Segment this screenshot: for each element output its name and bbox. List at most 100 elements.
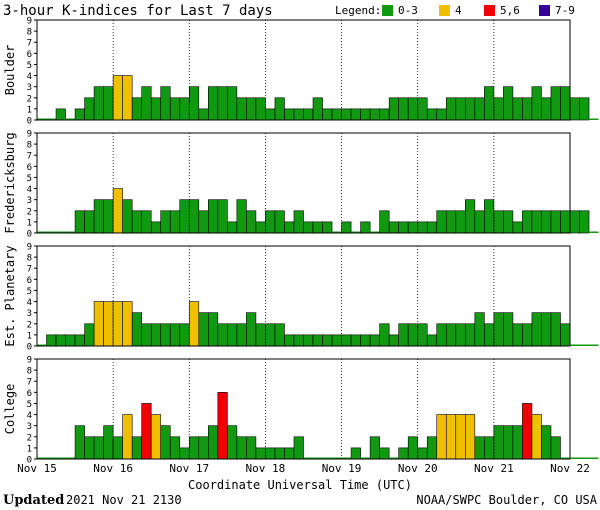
y-tick-label: 4 [27, 411, 32, 421]
y-tick-label: 9 [27, 17, 32, 27]
k-bar [131, 312, 142, 347]
k-bar [522, 403, 533, 460]
k-bar [560, 323, 571, 347]
k-bar [93, 86, 104, 121]
k-bar [303, 334, 314, 347]
k-bar [188, 301, 200, 347]
k-bar [274, 447, 285, 460]
k-bar [312, 221, 323, 234]
y-tick-label: 3 [27, 422, 32, 432]
k-bar [350, 108, 361, 121]
k-bar [341, 221, 352, 234]
k-bar [512, 97, 523, 121]
panel-label: College [3, 384, 17, 435]
k-bar [150, 414, 162, 460]
k-bar [103, 86, 114, 121]
y-tick-label: 0 [27, 456, 32, 466]
y-tick-label: 8 [27, 141, 32, 151]
k-bar [579, 97, 590, 121]
k-bar [465, 323, 476, 347]
k-bar [579, 457, 590, 459]
k-bar [531, 414, 542, 460]
chart-title: 3-hour K-indices for Last 7 days [3, 3, 273, 19]
k-bar [522, 210, 533, 234]
y-tick-label: 8 [27, 28, 32, 38]
y-tick-label: 0 [27, 343, 32, 353]
y-tick-label: 3 [27, 309, 32, 319]
k-bar [131, 97, 142, 121]
k-bar [541, 425, 552, 460]
k-bar [589, 118, 599, 120]
k-bar [370, 231, 380, 233]
k-bar [122, 75, 133, 121]
k-bar [255, 323, 266, 347]
k-bar [93, 199, 104, 234]
panel-frame [36, 132, 571, 234]
k-bar [350, 447, 361, 460]
k-bar [150, 323, 162, 347]
k-bar [322, 334, 333, 347]
k-bar [74, 425, 85, 460]
k-bar [74, 210, 85, 234]
k-bar [255, 97, 266, 121]
k-bar [503, 425, 514, 460]
k-bar [369, 108, 380, 121]
k-bar [179, 97, 190, 121]
k-bar [379, 108, 390, 121]
y-tick-label: 5 [27, 400, 32, 410]
k-bar [169, 323, 181, 347]
k-bar [122, 301, 133, 347]
k-bar [236, 199, 247, 234]
k-bar [37, 231, 47, 233]
k-bar [369, 436, 380, 460]
k-bar [265, 447, 276, 460]
k-bar [37, 344, 47, 346]
k-bar [141, 210, 152, 234]
k-bar [503, 312, 514, 347]
k-bar [332, 231, 342, 233]
k-bar [417, 447, 428, 460]
k-bar [341, 457, 352, 459]
k-bar [208, 425, 219, 460]
y-tick-label: 7 [27, 152, 32, 162]
k-bar [217, 199, 228, 234]
k-bar [246, 436, 257, 460]
k-bar [160, 425, 171, 460]
y-tick-label: 2 [27, 433, 32, 443]
k-bar [122, 414, 133, 460]
k-bar [531, 312, 542, 347]
legend-swatch [539, 5, 550, 16]
k-bar [208, 86, 219, 121]
k-bar [74, 108, 85, 121]
k-bar [236, 97, 247, 121]
y-tick-label: 9 [27, 243, 32, 253]
k-bar [227, 425, 238, 460]
k-bar [169, 436, 181, 460]
k-bar [55, 108, 66, 121]
y-tick-label: 4 [27, 72, 32, 82]
k-bar [541, 312, 552, 347]
k-bar [198, 436, 209, 460]
k-bar [303, 457, 314, 459]
k-bar [322, 221, 333, 234]
k-bar [379, 323, 390, 347]
k-bar [445, 97, 457, 121]
y-tick-label: 2 [27, 207, 32, 217]
k-bar [236, 436, 247, 460]
y-tick-label: 6 [27, 276, 32, 286]
k-bar [84, 97, 95, 121]
k-bar [56, 231, 66, 233]
k-bar [112, 436, 123, 460]
k-bar [436, 108, 447, 121]
panel-frame [36, 19, 571, 121]
k-bar [455, 97, 466, 121]
updated-label: Updated [3, 493, 64, 508]
y-tick-label: 2 [27, 320, 32, 330]
k-bar [141, 86, 152, 121]
k-bar [284, 221, 295, 234]
y-tick-label: 1 [27, 331, 32, 341]
k-bar [484, 323, 495, 347]
